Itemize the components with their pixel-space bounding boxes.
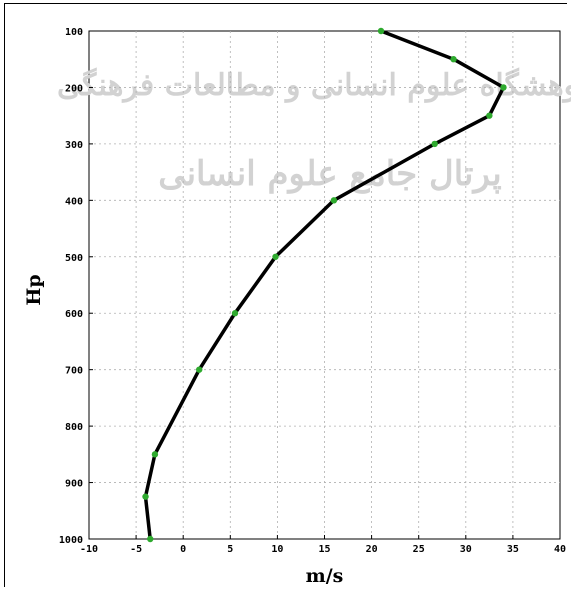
data-point [500, 84, 507, 91]
data-point [196, 366, 203, 373]
x-tick-label: 20 [366, 544, 378, 555]
y-axis-title: Hp [23, 274, 45, 305]
y-tick-label: 800 [65, 422, 83, 433]
figure-frame [4, 3, 567, 587]
series-line [143, 29, 506, 541]
y-tick-label: 700 [65, 366, 83, 377]
y-tick-label: 1000 [59, 535, 83, 546]
x-tick-label: -5 [130, 544, 142, 555]
x-tick-label: 30 [460, 544, 472, 555]
x-tick-label: 0 [180, 544, 186, 555]
y-tick-label: 300 [65, 140, 83, 151]
x-axis-title: m/s [306, 565, 344, 587]
data-point [272, 253, 279, 260]
x-tick-label: 5 [227, 544, 233, 555]
x-tick-label: 25 [413, 544, 425, 555]
x-tick-label: 40 [554, 544, 566, 555]
y-tick-label: 600 [65, 309, 83, 320]
data-point [450, 56, 457, 63]
data-point [142, 493, 149, 500]
x-tick-label: 35 [507, 544, 519, 555]
x-tick-label: 15 [318, 544, 330, 555]
watermark: پژوهشگاه علوم انسانی و مطالعات فرهنگی پرت… [57, 67, 571, 194]
y-tick-label: 200 [65, 83, 83, 94]
data-point [147, 535, 154, 543]
data-point [486, 112, 493, 119]
x-axis-ticks: -10 -5 0 5 10 15 20 25 30 35 40 [80, 535, 566, 555]
data-markers [142, 27, 507, 543]
x-tick-label: -10 [80, 544, 98, 555]
y-tick-label: 900 [65, 479, 83, 490]
horizontal-gridlines [89, 87, 560, 483]
watermark-line: پرتال جامع علوم انسانی [158, 154, 502, 194]
y-tick-label: 500 [65, 253, 83, 264]
data-point [431, 140, 438, 148]
y-tick-label: 400 [65, 196, 83, 207]
y-tick-label: 100 [65, 27, 83, 38]
x-tick-label: 10 [271, 544, 283, 555]
watermark-line: پژوهشگاه علوم انسانی و مطالعات فرهنگی [57, 67, 571, 104]
data-point [231, 310, 239, 317]
data-point [330, 197, 338, 204]
plot-area [88, 30, 561, 540]
y-axis-ticks: 100 200 300 400 500 600 700 800 900 1000 [59, 27, 93, 546]
data-point [151, 451, 159, 458]
data-point [377, 27, 385, 35]
